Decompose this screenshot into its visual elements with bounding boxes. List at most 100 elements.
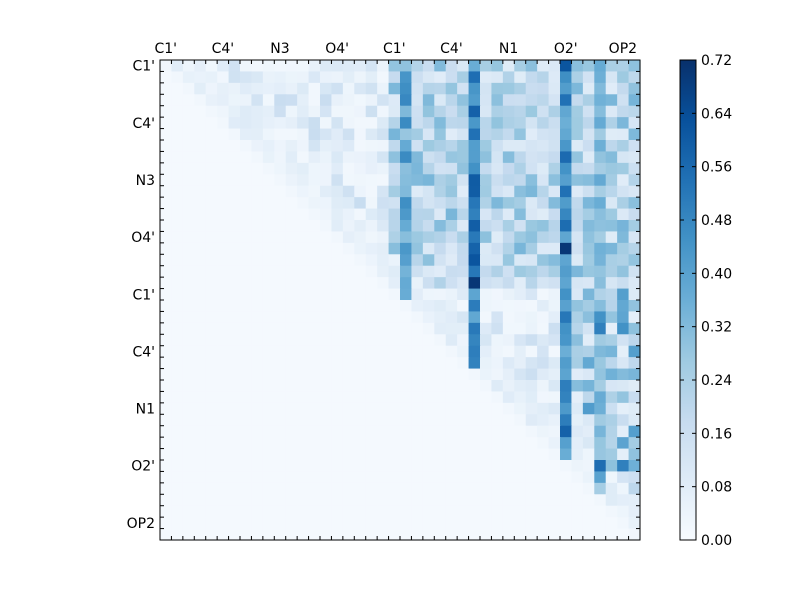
heatmap-cell [228, 277, 241, 290]
heatmap-cell [400, 117, 413, 130]
heatmap-cell [582, 185, 595, 198]
heatmap-cell [320, 437, 333, 450]
heatmap-cell [160, 265, 173, 278]
heatmap-cell [228, 117, 241, 130]
heatmap-cell [582, 105, 595, 118]
heatmap-cell [594, 82, 607, 95]
heatmap-cell [194, 380, 207, 393]
heatmap-cell [342, 254, 355, 267]
heatmap-cell [285, 174, 298, 187]
heatmap-cell [377, 414, 390, 427]
colorbar-tick-label: 0.32 [701, 320, 732, 336]
heatmap-cell [582, 517, 595, 530]
heatmap-cell [617, 368, 630, 381]
heatmap-cell [171, 242, 184, 255]
heatmap-cell [228, 402, 241, 415]
heatmap-cell [628, 265, 641, 278]
heatmap-cell [480, 117, 493, 130]
heatmap-cell [617, 311, 630, 324]
heatmap-cell [377, 140, 390, 153]
heatmap-cell [548, 460, 561, 473]
heatmap-cell [160, 128, 173, 141]
heatmap-cell [628, 391, 641, 404]
heatmap-cell [194, 105, 207, 118]
heatmap-cell [228, 288, 241, 301]
heatmap-cell [411, 368, 424, 381]
y-tick-label: C1' [132, 59, 155, 75]
heatmap-cell [182, 105, 195, 118]
heatmap-cell [502, 128, 515, 141]
heatmap-cell [434, 425, 447, 438]
heatmap-cell [605, 345, 618, 358]
heatmap-cell [285, 71, 298, 84]
heatmap-cell [457, 345, 470, 358]
heatmap-cell [320, 94, 333, 107]
heatmap-cell [354, 105, 367, 118]
heatmap-cell [491, 117, 504, 130]
heatmap-cell [365, 128, 378, 141]
heatmap-cell [445, 471, 458, 484]
heatmap-cell [365, 345, 378, 358]
heatmap-cell [617, 528, 630, 541]
heatmap-cell [308, 357, 321, 370]
heatmap-cell [617, 254, 630, 267]
heatmap-cell [571, 391, 584, 404]
heatmap-cell [217, 505, 230, 518]
heatmap-cell [628, 174, 641, 187]
heatmap-cell [548, 151, 561, 164]
heatmap-cell [354, 174, 367, 187]
heatmap-cell [331, 391, 344, 404]
heatmap-cell [411, 425, 424, 438]
heatmap-cell [445, 162, 458, 175]
heatmap-cell [537, 517, 550, 530]
heatmap-cell [365, 117, 378, 130]
heatmap-cell [400, 391, 413, 404]
heatmap-cell [628, 277, 641, 290]
heatmap-cell [182, 311, 195, 324]
heatmap-cell [171, 380, 184, 393]
heatmap-cell [434, 505, 447, 518]
heatmap-cell [628, 460, 641, 473]
heatmap-cell [194, 265, 207, 278]
heatmap-cell [274, 357, 287, 370]
heatmap-cell [582, 277, 595, 290]
heatmap-cell [342, 208, 355, 221]
heatmap-cell [194, 254, 207, 267]
heatmap-cell [388, 334, 401, 347]
heatmap-cell [377, 277, 390, 290]
heatmap-cell [422, 322, 435, 335]
heatmap-cell [182, 368, 195, 381]
heatmap-cell [240, 231, 253, 244]
heatmap-cell [560, 494, 573, 507]
heatmap-cell [605, 71, 618, 84]
heatmap-cell [422, 517, 435, 530]
heatmap-cell [354, 288, 367, 301]
heatmap-cell [194, 357, 207, 370]
heatmap-cell [525, 128, 538, 141]
heatmap-cell [205, 140, 218, 153]
heatmap-cell [274, 140, 287, 153]
heatmap-cell [525, 277, 538, 290]
heatmap-cell [491, 505, 504, 518]
heatmap-cell [251, 185, 264, 198]
heatmap-cell [502, 471, 515, 484]
heatmap-cell [445, 402, 458, 415]
heatmap-cell [365, 471, 378, 484]
heatmap-cell [320, 505, 333, 518]
heatmap-cell [205, 117, 218, 130]
heatmap-cell [571, 82, 584, 95]
heatmap-cell [411, 300, 424, 313]
heatmap-cell [194, 197, 207, 210]
heatmap-cell [480, 448, 493, 461]
heatmap-cell [491, 105, 504, 118]
heatmap-cell [628, 242, 641, 255]
heatmap-cell [525, 231, 538, 244]
heatmap-cell [571, 300, 584, 313]
heatmap-cell [228, 345, 241, 358]
heatmap-cell [525, 437, 538, 450]
heatmap-cell [228, 300, 241, 313]
heatmap-cell [205, 254, 218, 267]
heatmap-cell [228, 380, 241, 393]
heatmap-cell [571, 402, 584, 415]
heatmap-cell [582, 288, 595, 301]
